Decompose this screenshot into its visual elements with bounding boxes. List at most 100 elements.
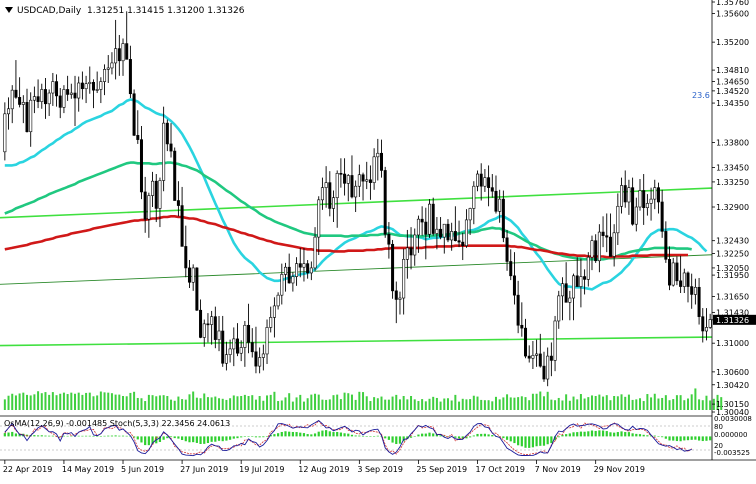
volume-bar bbox=[195, 397, 198, 410]
volume-bar bbox=[698, 399, 701, 410]
candle-body bbox=[527, 355, 531, 359]
osma-bar bbox=[361, 436, 365, 437]
volume-bar bbox=[291, 401, 294, 410]
osma-bar bbox=[524, 436, 527, 448]
candle-body bbox=[575, 275, 579, 287]
fib-level-label: 23.6 bbox=[692, 91, 710, 100]
osma-bar bbox=[406, 436, 409, 440]
candle-body bbox=[202, 323, 206, 338]
channel-line-upper bbox=[0, 187, 713, 219]
volume-bar bbox=[387, 399, 390, 410]
candle-body bbox=[29, 99, 33, 133]
osma-bar bbox=[33, 435, 36, 437]
osma-bar bbox=[144, 436, 147, 446]
candle-body bbox=[428, 203, 432, 235]
candle-body bbox=[557, 295, 561, 322]
osma-bar bbox=[391, 436, 394, 443]
volume-bar bbox=[583, 398, 586, 410]
price-tick-label: 1.30600 bbox=[716, 368, 749, 377]
osma-bar bbox=[550, 436, 553, 444]
osma-bar bbox=[546, 436, 549, 445]
volume-bar bbox=[675, 395, 678, 410]
candle-body bbox=[143, 191, 147, 220]
volume-bar bbox=[18, 393, 21, 410]
osma-bar bbox=[376, 435, 379, 437]
osma-bar bbox=[18, 433, 21, 437]
osma-bar bbox=[354, 435, 357, 437]
volume-bar bbox=[520, 396, 523, 410]
candle-body bbox=[36, 96, 40, 102]
candle-body bbox=[549, 355, 553, 361]
volume-bar bbox=[554, 400, 557, 410]
osma-bar bbox=[339, 432, 342, 437]
candle-body bbox=[125, 43, 129, 60]
volume-bar bbox=[225, 399, 228, 410]
time-tick-label: 7 Nov 2019 bbox=[535, 465, 581, 474]
candle-body bbox=[298, 263, 302, 268]
osma-bar bbox=[679, 436, 682, 442]
candle-body bbox=[32, 96, 36, 101]
osma-bar bbox=[384, 436, 387, 439]
price-tick-label: 1.33450 bbox=[716, 164, 749, 173]
osma-bar bbox=[387, 436, 390, 440]
candle-body bbox=[357, 174, 361, 187]
candle-body bbox=[690, 286, 694, 295]
volume-bar bbox=[317, 394, 320, 410]
volume-bar bbox=[572, 396, 575, 410]
candle-body bbox=[80, 82, 84, 90]
candle-body bbox=[55, 81, 59, 97]
time-tick-label: 19 Jul 2019 bbox=[239, 465, 284, 474]
volume-bar bbox=[155, 396, 158, 410]
candle-body bbox=[656, 187, 660, 203]
candle-body bbox=[195, 267, 199, 311]
moving-average-cyan bbox=[4, 98, 708, 291]
volume-bar bbox=[446, 398, 449, 410]
candle-body bbox=[490, 187, 494, 192]
volume-bar bbox=[166, 396, 169, 410]
osma-bar bbox=[657, 436, 660, 437]
volume-bar bbox=[380, 396, 383, 410]
osma-bar bbox=[517, 436, 520, 446]
candle-body bbox=[697, 286, 701, 317]
volume-bar bbox=[424, 401, 427, 410]
volume-bar bbox=[288, 393, 291, 410]
candle-body bbox=[623, 185, 627, 203]
candle-body bbox=[103, 69, 107, 82]
osma-bar bbox=[166, 436, 169, 439]
candle-body bbox=[461, 241, 465, 247]
osma-bar bbox=[121, 435, 125, 437]
osma-bar bbox=[369, 436, 372, 437]
time-tick-label: 27 Jun 2019 bbox=[180, 465, 228, 474]
candle-body bbox=[597, 231, 601, 262]
candle-body bbox=[483, 177, 487, 187]
candle-body bbox=[416, 218, 420, 236]
candle-body bbox=[162, 122, 166, 181]
osma-bar bbox=[358, 435, 361, 437]
candle-body bbox=[701, 316, 705, 332]
volume-bar bbox=[376, 398, 379, 410]
candle-body bbox=[210, 316, 214, 325]
volume-bar bbox=[513, 397, 516, 410]
volume-bar bbox=[373, 397, 376, 410]
candle-body bbox=[99, 81, 103, 90]
time-tick-label: 22 Apr 2019 bbox=[3, 465, 52, 474]
volume-bar bbox=[716, 394, 719, 410]
volume-bar bbox=[114, 394, 117, 410]
osma-bar bbox=[247, 436, 250, 437]
price-tick-label: 1.33800 bbox=[716, 138, 749, 147]
candle-body bbox=[383, 170, 387, 235]
osma-bar bbox=[439, 435, 442, 437]
candle-body bbox=[487, 177, 491, 188]
candle-body bbox=[442, 223, 446, 238]
volume-bar bbox=[661, 397, 664, 410]
candle-body bbox=[350, 175, 354, 198]
candle-body bbox=[627, 187, 631, 203]
volume-bar bbox=[642, 401, 645, 410]
candle-body bbox=[228, 348, 232, 355]
osma-bar bbox=[601, 430, 605, 437]
candle-body bbox=[660, 201, 664, 232]
candle-body bbox=[221, 330, 225, 364]
volume-bar bbox=[502, 397, 505, 410]
